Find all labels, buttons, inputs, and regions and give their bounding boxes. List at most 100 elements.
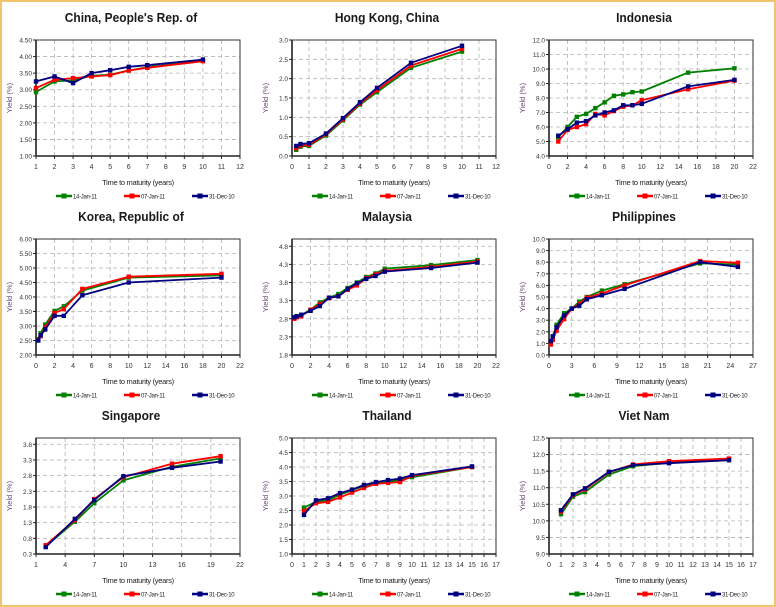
x-tick-label: 1 — [307, 164, 311, 171]
data-point — [574, 120, 580, 125]
y-tick-label: 4.50 — [19, 280, 32, 287]
x-tick-label: 11 — [420, 562, 427, 569]
legend-label: 31-Dec-10 — [722, 195, 748, 201]
x-tick-label: 10 — [408, 562, 416, 569]
y-tick-label: 2.00 — [19, 120, 32, 127]
data-point — [121, 474, 126, 479]
data-point — [606, 472, 612, 477]
x-tick-label: 0 — [34, 363, 38, 370]
legend-marker — [642, 193, 648, 199]
x-tick-label: 22 — [236, 562, 244, 569]
x-tick-label: 5 — [607, 562, 611, 569]
y-tick-label: 2.3 — [279, 334, 288, 341]
legend-marker — [61, 193, 67, 199]
data-point — [301, 505, 307, 510]
x-tick-label: 3 — [341, 164, 345, 171]
data-point — [219, 271, 224, 276]
x-tick-label: 11 — [677, 562, 684, 569]
data-point — [639, 89, 644, 94]
data-point — [61, 306, 67, 312]
x-tick-label: 14 — [418, 363, 426, 370]
data-point — [306, 141, 312, 146]
y-tick-label: 1.0 — [279, 552, 288, 559]
series-31-Dec-10 — [558, 458, 732, 513]
data-point — [611, 93, 617, 99]
data-point — [554, 324, 559, 330]
y-axis-title: Yield (%) — [518, 281, 527, 312]
series-31-Dec-10 — [548, 260, 741, 344]
x-tick-label: 15 — [725, 562, 733, 569]
x-tick-label: 2 — [309, 363, 313, 370]
x-tick-label: 4 — [595, 562, 599, 569]
x-tick-label: 4 — [90, 164, 94, 171]
x-tick-label: 17 — [749, 562, 757, 569]
y-tick-label: 1.0 — [279, 115, 288, 122]
legend-label: 07-Jan-11 — [397, 394, 422, 400]
data-point — [145, 62, 150, 68]
y-tick-label: 5.00 — [19, 266, 32, 273]
y-tick-label: 1.3 — [23, 520, 32, 527]
data-point — [561, 313, 567, 318]
x-tick-label: 5 — [375, 164, 379, 171]
x-tick-label: 18 — [455, 363, 463, 370]
legend-label: 31-Dec-10 — [209, 394, 235, 400]
data-point — [43, 544, 48, 550]
data-point — [373, 273, 378, 279]
x-tick-label: 1 — [34, 562, 38, 569]
y-tick-label: 11.5 — [533, 469, 546, 476]
x-tick-label: 12 — [399, 363, 407, 370]
legend-marker — [710, 193, 716, 199]
data-point — [630, 103, 635, 108]
y-tick-label: 11.0 — [533, 485, 546, 492]
data-point — [294, 314, 299, 319]
data-point — [80, 286, 85, 292]
y-tick-label: 12.0 — [532, 452, 545, 459]
legend-label: 14-Jan-11 — [329, 394, 354, 400]
chart-svg-viet-nam: 9.09.510.010.511.011.512.012.50 1 2 3 4 5 6 7 8 9… — [518, 436, 757, 599]
y-tick-label: 10.0 — [532, 518, 545, 525]
chart-svg-singapore: 0.3 0.8 1.3 1.8 2.3 2.8 3.3 3.8 1 4 7 10 13 16 19 22 Tim… — [5, 437, 244, 599]
series-31-Dec-10 — [294, 43, 465, 149]
legend-label: 07-Jan-11 — [654, 394, 679, 400]
data-point — [33, 85, 39, 91]
y-tick-label: 2.00 — [19, 353, 32, 360]
x-tick-label: 16 — [693, 164, 701, 171]
x-tick-label: 4 — [327, 363, 331, 370]
x-axis-title: Time to maturity (years) — [102, 576, 175, 585]
x-tick-label: 10 — [120, 562, 128, 569]
data-point — [374, 85, 380, 91]
y-tick-label: 3.0 — [279, 494, 288, 501]
series-31-Dec-10 — [43, 459, 223, 550]
legend-label: 14-Jan-11 — [329, 593, 354, 599]
legend-label: 14-Jan-11 — [586, 394, 611, 400]
x-tick-label: 0 — [290, 164, 294, 171]
series-line — [45, 457, 221, 547]
x-tick-label: 7 — [92, 562, 96, 569]
data-point — [550, 334, 555, 339]
data-point — [373, 479, 379, 485]
data-point — [126, 280, 131, 285]
y-tick-label: 10.5 — [532, 502, 545, 509]
data-point — [308, 308, 313, 313]
y-tick-label: 2.0 — [536, 329, 545, 336]
y-tick-label: 9.5 — [536, 535, 545, 542]
y-tick-label: 1.50 — [19, 137, 32, 144]
data-point — [606, 469, 612, 475]
x-tick-label: 15 — [468, 562, 476, 569]
legend-marker — [574, 392, 580, 398]
data-point — [622, 286, 627, 292]
chart-svg-korea: 2.00 2.50 3.00 3.50 4.00 4.50 5.00 5.50 6.00 0 2 4 6… — [5, 237, 244, 400]
x-tick-label: 16 — [737, 562, 745, 569]
legend-label: 07-Jan-11 — [654, 195, 679, 201]
x-tick-label: 8 — [164, 164, 168, 171]
data-point — [299, 312, 304, 317]
legend-marker — [317, 193, 323, 199]
x-tick-label: 5 — [108, 164, 112, 171]
data-point — [126, 64, 131, 70]
data-point — [336, 294, 341, 299]
x-tick-label: 8 — [643, 562, 647, 569]
data-point — [298, 141, 303, 147]
x-tick-label: 5 — [350, 562, 354, 569]
x-tick-label: 21 — [704, 363, 712, 370]
data-point — [361, 482, 367, 488]
